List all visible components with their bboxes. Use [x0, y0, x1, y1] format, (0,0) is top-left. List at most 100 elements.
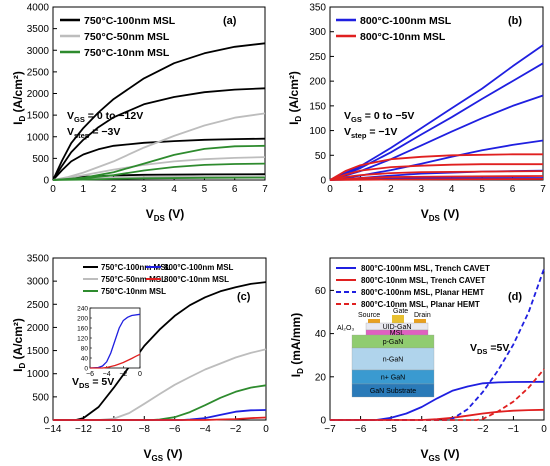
- series-line-10: [329, 178, 544, 181]
- panel-label: (b): [508, 15, 522, 27]
- series-line-9: [329, 175, 544, 181]
- x-tick-label: −3: [447, 424, 459, 435]
- inset-x-tick-label: −2: [119, 371, 127, 378]
- inset-y-tick-label: 120: [77, 336, 88, 343]
- legend-label: 800°C-100nm MSL: [360, 15, 452, 27]
- x-tick-label: 2: [388, 184, 394, 195]
- x-tick-label: 5: [202, 184, 208, 195]
- x-tick-label: −2: [230, 424, 242, 435]
- y-tick-label: 0: [320, 416, 326, 427]
- device-layer-label: GaN Substrate: [370, 388, 416, 395]
- inset-y-tick-label: 40: [81, 356, 89, 363]
- series-line-1: [329, 62, 544, 181]
- inset-x-tick-label: 0: [138, 371, 142, 378]
- series-line-4: [53, 416, 267, 421]
- panel-label: (c): [237, 291, 251, 303]
- series-line-0: [329, 44, 544, 181]
- x-axis-label: VGS (V): [144, 447, 183, 463]
- inset-y-tick-label: 80: [81, 346, 89, 353]
- gate-contact: [392, 315, 404, 323]
- series-line-7: [329, 163, 543, 181]
- y-tick-label: 3000: [27, 46, 50, 57]
- x-axis-label: VDS (V): [146, 207, 184, 223]
- series-line-2: [330, 268, 545, 421]
- series-line-6: [329, 153, 543, 181]
- series-line-0: [52, 42, 266, 181]
- y-tick-label: 50: [315, 151, 327, 162]
- drain-label: Drain: [414, 312, 431, 319]
- bias-annotation: VDS = 5V: [72, 376, 114, 390]
- y-axis-label: ID (mA/mm): [289, 313, 305, 377]
- legend-label: 750°C-10nm MSL: [84, 47, 170, 59]
- x-tick-label: 3: [419, 184, 425, 195]
- series-line-3: [330, 368, 545, 421]
- panel-c: −14 −12 −10 −8 −6 −4 −2 00500100015002000250030…: [11, 254, 269, 464]
- inset-frame: [89, 307, 141, 369]
- y-tick-label: 0: [320, 176, 326, 187]
- y-tick-label: 500: [32, 154, 49, 165]
- device-layer-label: MSL: [390, 330, 405, 337]
- series-line-2: [52, 137, 266, 181]
- x-tick-label: −5: [385, 424, 397, 435]
- y-tick-label: 150: [309, 101, 326, 112]
- y-tick-label: 4000: [27, 3, 50, 14]
- inset-x-tick-label: −4: [103, 371, 111, 378]
- x-tick-label: −1: [508, 424, 520, 435]
- x-axis-label: VDS (V): [421, 207, 459, 223]
- x-tick-label: −10: [105, 424, 122, 435]
- x-tick-label: −2: [477, 424, 489, 435]
- y-tick-label: 1000: [27, 369, 50, 380]
- legend-label: 800°C-100nm MSL, Planar HEMT: [361, 288, 484, 297]
- series-line-0: [53, 281, 267, 421]
- y-tick-label: 1000: [27, 132, 50, 143]
- x-tick-label: −6: [355, 424, 367, 435]
- inset-y-tick-label: 0: [84, 366, 88, 373]
- source-contact: [368, 319, 380, 323]
- x-tick-label: 4: [171, 184, 177, 195]
- series-line-1: [330, 408, 545, 421]
- x-tick-label: −4: [416, 424, 428, 435]
- x-tick-label: −12: [75, 424, 92, 435]
- legend-label: 750°C-50nm MSL: [101, 275, 166, 284]
- y-tick-label: 60: [315, 286, 327, 297]
- series-line-1: [53, 348, 267, 421]
- device-layer: [351, 383, 435, 398]
- device-layer-label: n+ GaN: [381, 375, 405, 382]
- y-tick-label: 350: [309, 3, 326, 14]
- oxide-label: Al₂O₃: [337, 325, 354, 332]
- gate-label: Gate: [393, 308, 408, 315]
- source-label: Source: [358, 312, 380, 319]
- x-tick-label: 0: [263, 424, 269, 435]
- x-tick-label: 1: [81, 184, 87, 195]
- inset-y-tick-label: 200: [77, 316, 88, 323]
- series-line-8: [52, 162, 266, 181]
- x-tick-label: 0: [50, 184, 56, 195]
- legend-label: 750°C-50nm MSL: [84, 31, 170, 43]
- series-line-0: [330, 380, 545, 421]
- legend-label: 750°C-100nm MSL: [84, 15, 176, 27]
- y-tick-label: 1500: [27, 111, 50, 122]
- device-layer-label: n-GaN: [383, 357, 404, 364]
- legend-label: 800°C-10nm MSL: [164, 275, 229, 284]
- panel-label: (a): [223, 15, 237, 27]
- bias-annotation: VDS =5V: [470, 342, 509, 356]
- legend-label: 750°C-100nm MSL: [101, 263, 171, 272]
- drain-contact: [414, 319, 426, 323]
- device-layer-label: p-GaN: [383, 339, 404, 346]
- y-tick-label: 0: [43, 176, 49, 187]
- series-line-9: [52, 176, 266, 181]
- inset-y-tick-label: 160: [77, 326, 88, 333]
- y-tick-label: 1500: [27, 346, 50, 357]
- y-tick-label: 2500: [27, 67, 50, 78]
- bias-annotation: VGS = 0 to −12V: [67, 110, 143, 124]
- device-layer-label: UID-GaN: [383, 324, 412, 331]
- y-tick-label: 500: [32, 392, 49, 403]
- x-tick-label: 0: [541, 424, 547, 435]
- y-tick-label: 250: [309, 52, 326, 63]
- bias-annotation: VGS = 0 to −5V: [344, 110, 414, 124]
- y-tick-label: 2500: [27, 300, 50, 311]
- bias-annotation: Vstep = −1V: [344, 126, 397, 140]
- y-tick-label: 300: [309, 27, 326, 38]
